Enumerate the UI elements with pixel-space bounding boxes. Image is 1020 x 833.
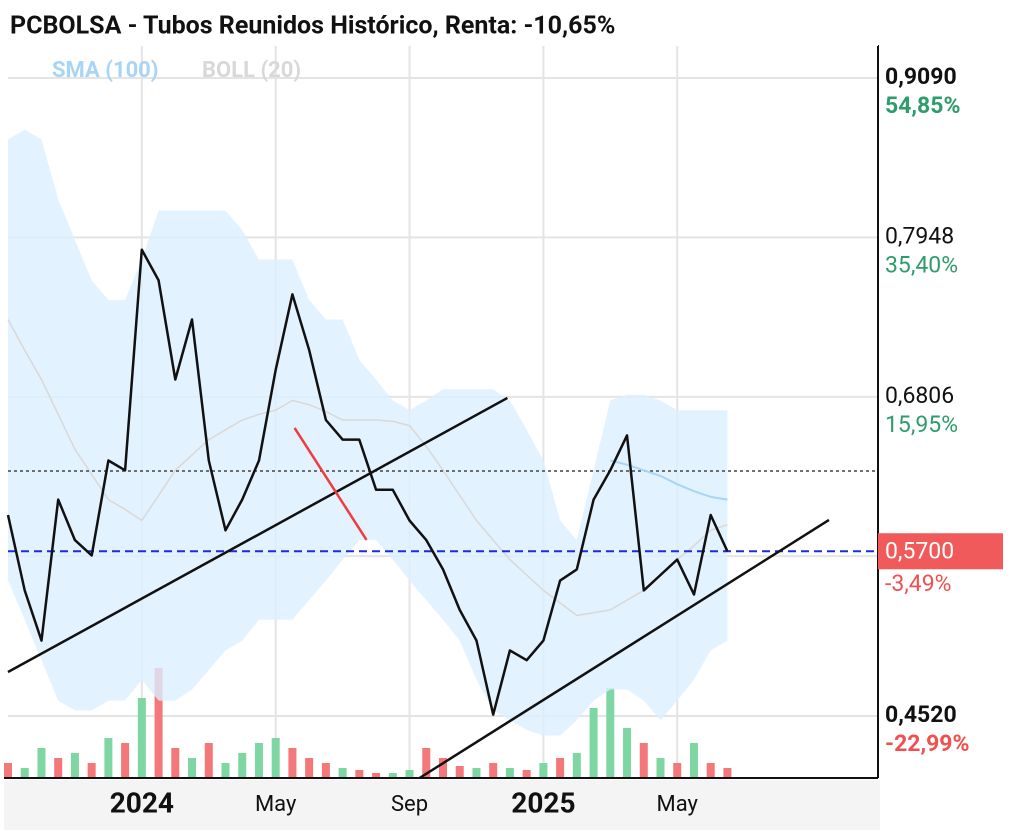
volume-bar	[539, 763, 548, 778]
volume-bar	[321, 763, 330, 778]
volume-bar	[422, 748, 431, 778]
volume-bar	[87, 763, 96, 778]
y-tick-label: 0,4520	[885, 701, 957, 728]
y-tick-pct: 15,95%	[885, 411, 958, 438]
x-tick-label: 2024	[110, 786, 174, 819]
volume-bar	[472, 768, 481, 778]
volume-bar	[137, 698, 146, 778]
price-line	[6, 248, 729, 716]
volume-bar	[338, 768, 347, 778]
volume-bar	[623, 728, 632, 778]
y-tick-pct: 54,85%	[885, 92, 960, 119]
volume-bar	[204, 743, 213, 778]
x-tick-label: Sep	[391, 792, 428, 817]
trendline	[418, 518, 830, 780]
volume-bar	[639, 743, 648, 778]
volume-bar	[589, 708, 598, 778]
y-tick-label: 0,6806	[885, 382, 954, 409]
volume-bar	[489, 763, 498, 778]
volume-bar	[254, 743, 263, 778]
volume-bar	[355, 770, 364, 778]
trendline	[293, 427, 368, 541]
volume-bar	[305, 758, 314, 778]
x-tick-label: May	[657, 792, 699, 817]
volume-bar	[54, 758, 63, 778]
volume-bar	[723, 768, 732, 778]
y-tick-pct: 35,40%	[885, 251, 958, 278]
volume-bar	[505, 768, 514, 778]
volume-bar	[656, 758, 665, 778]
volume-bar	[70, 753, 79, 778]
y-tick-label: 0,7948	[885, 222, 954, 249]
legend-entry: BOLL (20)	[202, 58, 301, 83]
volume-bar	[171, 748, 180, 778]
volume-bar	[37, 748, 46, 778]
volume-bar	[121, 743, 130, 778]
volume-bar	[20, 768, 29, 778]
volume-bar	[4, 763, 12, 778]
volume-bar	[154, 668, 163, 778]
y-tick-label: 0,9090	[885, 63, 957, 90]
volume-bar	[673, 763, 682, 778]
bollinger-middle	[7, 319, 728, 617]
volume-bar	[439, 758, 447, 778]
volume-bar	[706, 763, 715, 778]
volume-bar	[556, 758, 565, 778]
trendline	[7, 396, 509, 674]
volume-bar	[104, 738, 113, 778]
current-price-box	[878, 533, 1003, 570]
y-tick-pct: -22,99%	[885, 730, 970, 757]
x-tick-label: 2025	[511, 786, 575, 819]
legend-entry: SMA (100)	[52, 58, 159, 83]
volume-bar	[238, 753, 247, 778]
volume-bar	[455, 766, 464, 778]
volume-bar	[288, 748, 297, 778]
title-box	[4, 4, 878, 46]
volume-bar	[372, 773, 381, 778]
volume-bar	[405, 770, 414, 778]
volume-bar	[606, 688, 615, 778]
volume-bar	[689, 743, 698, 778]
volume-bar	[188, 758, 197, 778]
volume-bar	[572, 753, 581, 778]
chart-title: PCBOLSA - Tubos Reunidos Histórico, Rent…	[10, 12, 615, 41]
current-price-label: 0,5700	[885, 537, 954, 564]
volume-bar	[388, 773, 397, 778]
bollinger-band	[8, 129, 728, 736]
x-axis-band	[4, 780, 880, 830]
x-tick-label: May	[255, 792, 297, 817]
y-tick-pct: -3,49%	[885, 570, 952, 597]
volume-bar	[271, 738, 280, 778]
volume-bar	[522, 770, 531, 778]
volume-bar	[221, 763, 230, 778]
